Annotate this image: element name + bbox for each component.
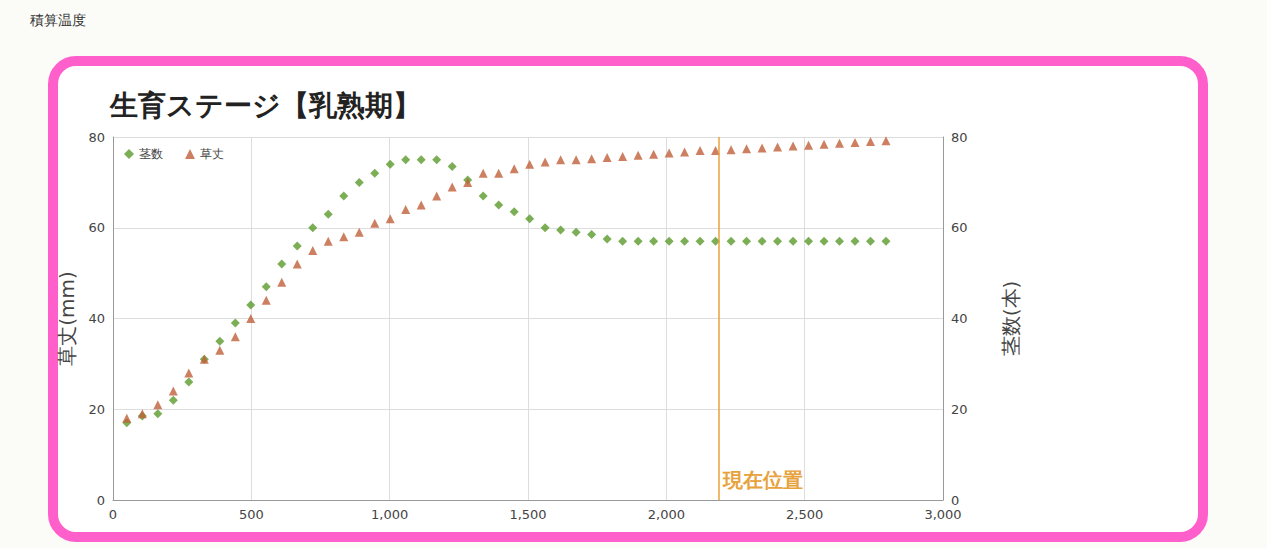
svg-text:0: 0 bbox=[97, 493, 105, 508]
svg-text:0: 0 bbox=[109, 507, 117, 522]
svg-text:草丈: 草丈 bbox=[200, 147, 224, 161]
svg-text:生育ステージ【乳熟期】: 生育ステージ【乳熟期】 bbox=[109, 89, 421, 122]
svg-text:80: 80 bbox=[88, 130, 105, 145]
svg-text:0: 0 bbox=[951, 493, 959, 508]
svg-text:茎数(本): 茎数(本) bbox=[999, 281, 1023, 357]
html-text:積算温度: 積算温度 bbox=[30, 12, 86, 28]
svg-text:1,000: 1,000 bbox=[371, 507, 408, 522]
svg-text:60: 60 bbox=[951, 220, 968, 235]
svg-text:草丈(mm): 草丈(mm) bbox=[55, 271, 79, 366]
svg-text:80: 80 bbox=[951, 130, 968, 145]
svg-text:20: 20 bbox=[88, 402, 105, 417]
svg-text:2,500: 2,500 bbox=[786, 507, 823, 522]
svg-text:茎数: 茎数 bbox=[139, 147, 163, 161]
svg-text:500: 500 bbox=[239, 507, 264, 522]
svg-text:現在位置: 現在位置 bbox=[722, 468, 803, 492]
svg-text:60: 60 bbox=[88, 220, 105, 235]
svg-text:1,500: 1,500 bbox=[509, 507, 546, 522]
svg-text:3,000: 3,000 bbox=[924, 507, 961, 522]
svg-text:2,000: 2,000 bbox=[648, 507, 685, 522]
svg-text:20: 20 bbox=[951, 402, 968, 417]
svg-text:40: 40 bbox=[88, 311, 105, 326]
svg-text:40: 40 bbox=[951, 311, 968, 326]
